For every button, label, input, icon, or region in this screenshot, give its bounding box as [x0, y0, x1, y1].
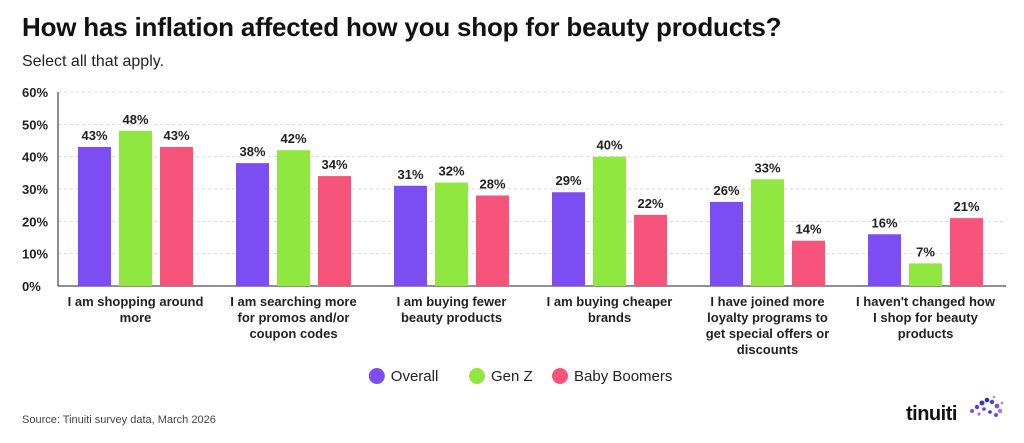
- bar: [710, 201, 743, 286]
- category-label-line: get special offers or: [706, 326, 830, 341]
- category-label-line: coupon codes: [249, 326, 337, 341]
- category-label: I am searching more for promos and/or coup…: [230, 294, 356, 341]
- data-label: 29%: [555, 173, 581, 188]
- data-label: 38%: [239, 144, 265, 159]
- category-label: I am buying cheaper brands: [547, 294, 673, 325]
- category-label: I have joined more loyalty programs to get…: [706, 294, 830, 357]
- bar: [868, 234, 901, 286]
- bar: [236, 163, 269, 286]
- bar-chart: 0% 10% 20% 30% 40% 50% 60% 43% 48% 43% I am shoppi…: [22, 85, 1006, 385]
- legend-marker: [368, 368, 385, 384]
- data-label: 26%: [713, 183, 739, 198]
- chart-title: How has inflation affected how you shop …: [22, 12, 782, 42]
- category-label-line: loyalty programs to: [707, 310, 828, 325]
- chart-subtitle: Select all that apply.: [22, 53, 165, 70]
- y-tick-label: 50%: [22, 117, 48, 132]
- bar: [119, 130, 152, 286]
- data-label: 21%: [953, 199, 979, 214]
- y-tick-label: 0%: [22, 279, 41, 294]
- legend-marker: [552, 368, 568, 384]
- bar: [318, 176, 351, 286]
- bar: [552, 192, 585, 286]
- category-label-line: brands: [588, 310, 631, 325]
- legend-label: Overall: [391, 368, 439, 385]
- category-label-line: I am buying cheaper: [547, 294, 673, 309]
- bar: [435, 182, 468, 286]
- category-label-line: I have joined more: [710, 294, 824, 309]
- data-label: 43%: [81, 128, 107, 143]
- category-label-line: I am searching more: [230, 294, 356, 309]
- bar: [394, 185, 427, 286]
- y-tick-label: 40%: [22, 150, 48, 165]
- data-label: 14%: [795, 222, 821, 237]
- category-label-line: discounts: [737, 342, 798, 357]
- legend-marker: [469, 368, 485, 384]
- data-label: 32%: [438, 164, 464, 179]
- data-label: 48%: [122, 112, 148, 127]
- data-label: 16%: [871, 215, 897, 230]
- data-label: 43%: [163, 128, 189, 143]
- category-label: I am shopping around more: [68, 294, 204, 325]
- category-label-line: I shop for beauty: [873, 310, 979, 325]
- category-label-line: I am shopping around: [68, 294, 204, 309]
- data-label: 34%: [321, 157, 347, 172]
- category-label-line: I haven't changed how: [856, 294, 996, 309]
- bar: [78, 146, 111, 286]
- bar: [634, 214, 667, 286]
- data-label: 40%: [596, 138, 622, 153]
- brand-logo: tinuiti: [906, 393, 1006, 433]
- category-label-line: products: [898, 326, 954, 341]
- data-label: 7%: [916, 244, 935, 259]
- y-tick-label: 20%: [22, 214, 48, 229]
- legend-label: Gen Z: [491, 368, 533, 385]
- category-label: I am buying fewer beauty products: [397, 294, 507, 325]
- legend-label: Baby Boomers: [574, 368, 672, 385]
- y-tick-label: 10%: [22, 247, 48, 262]
- bar: [909, 263, 942, 286]
- bar: [160, 146, 193, 286]
- bar: [277, 150, 310, 286]
- category-label-line: beauty products: [401, 310, 502, 325]
- bar: [593, 156, 626, 286]
- category-label: I haven't changed how I shop for beauty pr…: [856, 294, 996, 341]
- brand-logo-text: tinuiti: [906, 403, 957, 425]
- y-tick-label: 30%: [22, 182, 48, 197]
- category-label-line: for promos and/or: [238, 310, 350, 325]
- data-label: 31%: [397, 167, 423, 182]
- bar: [792, 240, 825, 286]
- data-label: 33%: [754, 160, 780, 175]
- data-label: 22%: [637, 196, 663, 211]
- brand-dots-icon: [970, 395, 1004, 417]
- source-note: Source: Tinuiti survey data, March 2026: [22, 414, 216, 426]
- bar: [751, 179, 784, 286]
- data-label: 28%: [479, 176, 505, 191]
- category-label-line: more: [120, 310, 152, 325]
- data-label: 42%: [280, 131, 306, 146]
- bar: [476, 195, 509, 286]
- bar: [950, 218, 983, 286]
- category-label-line: I am buying fewer: [397, 294, 507, 309]
- y-tick-label: 60%: [22, 85, 48, 100]
